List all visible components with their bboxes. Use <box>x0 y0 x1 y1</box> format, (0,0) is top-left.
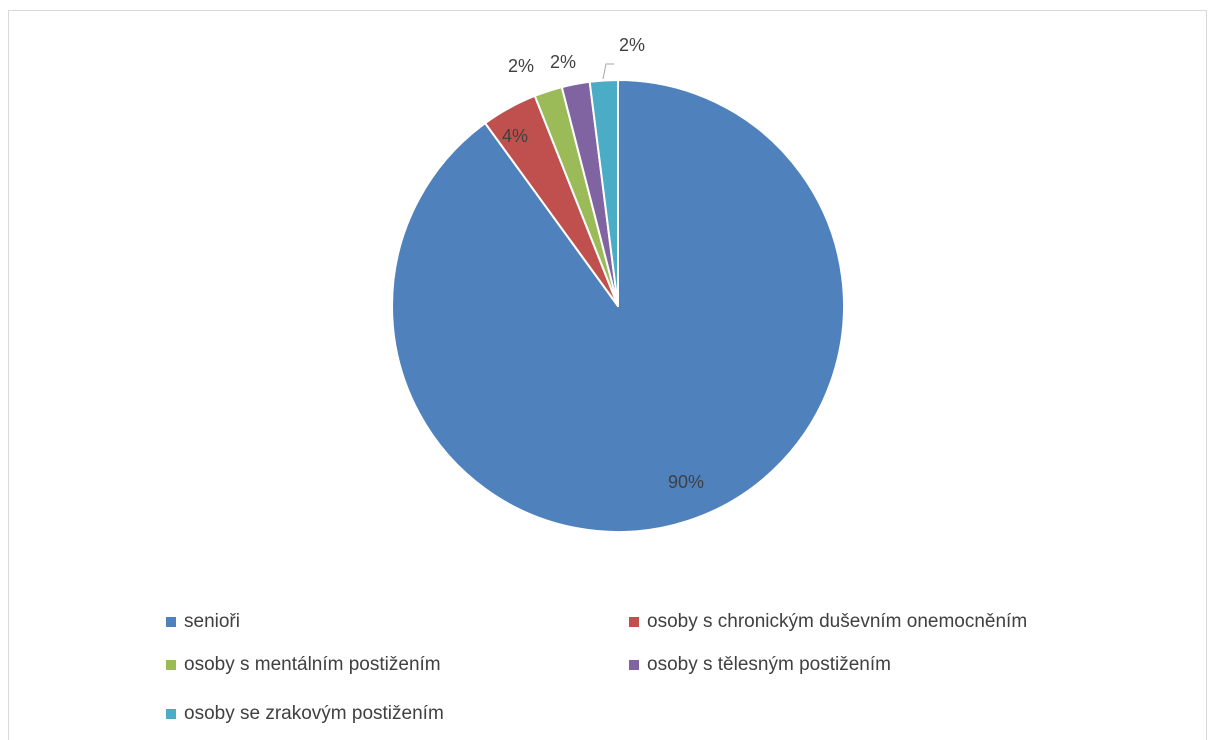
legend-swatch-visual <box>166 709 176 719</box>
legend-item-mental: osoby s mentálním postižením <box>166 654 441 676</box>
data-label-chronic: 4% <box>502 126 528 146</box>
legend-swatch-chronic <box>629 617 639 627</box>
legend-swatch-physical <box>629 660 639 670</box>
legend-label-mental: osoby s mentálním postižením <box>184 654 441 675</box>
legend-swatch-senio <box>166 617 176 627</box>
data-label-mental: 2% <box>508 56 534 76</box>
slice-visual <box>588 79 619 307</box>
legend-label-chronic: osoby s chronickým duševním onemocněním <box>647 611 1028 632</box>
legend-label-senio: senioři <box>184 611 240 632</box>
data-label-senio: 90% <box>668 472 704 492</box>
legend-swatch-mental <box>166 660 176 670</box>
legend-item-visual: osoby se zrakovým postižením <box>166 703 444 725</box>
legend-item-chronic: osoby s chronickým duševním onemocněním <box>629 611 1027 633</box>
legend-label-visual: osoby se zrakovým postižením <box>184 703 444 724</box>
leader-line-visual <box>602 63 614 80</box>
legend-item-physical: osoby s tělesným postižením <box>629 654 891 676</box>
legend-item-senio: senioři <box>166 611 240 633</box>
data-label-visual: 2% <box>619 35 645 55</box>
legend-label-physical: osoby s tělesným postižením <box>647 654 891 675</box>
data-label-physical: 2% <box>550 52 576 72</box>
